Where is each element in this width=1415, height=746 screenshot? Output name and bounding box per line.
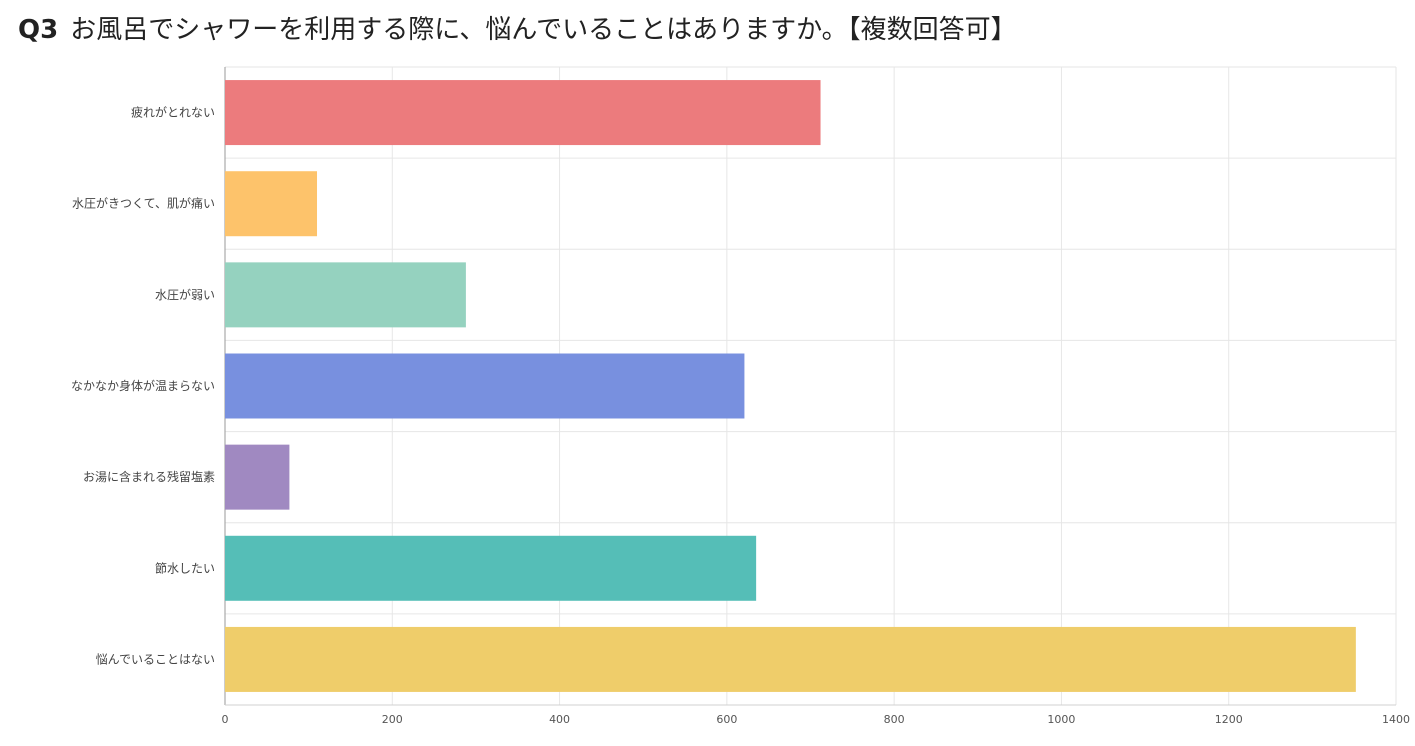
bar-0[interactable] xyxy=(225,80,821,146)
x-tick-label-6: 1200 xyxy=(1215,713,1243,726)
category-label-2: 水圧が弱い xyxy=(155,287,215,302)
bar-3[interactable] xyxy=(225,353,745,419)
x-tick-label-5: 1000 xyxy=(1047,713,1075,726)
x-tick-label-7: 1400 xyxy=(1382,713,1410,726)
category-label-4: お湯に含まれる残留塩素 xyxy=(83,469,215,484)
x-tick-label-3: 600 xyxy=(716,713,737,726)
category-label-0: 疲れがとれない xyxy=(131,105,215,120)
bar-2[interactable] xyxy=(225,262,466,328)
category-label-1: 水圧がきつくて、肌が痛い xyxy=(72,196,215,211)
bar-5[interactable] xyxy=(225,535,757,601)
question-number: Q3 xyxy=(18,15,59,45)
question-text: お風呂でシャワーを利用する際に、悩んでいることはありますか。【複数回答可】 xyxy=(70,15,1017,45)
x-tick-label-0: 0 xyxy=(222,713,229,726)
x-tick-label-1: 200 xyxy=(382,713,403,726)
x-tick-label-4: 800 xyxy=(884,713,905,726)
chart-title: Q3 お風呂でシャワーを利用する際に、悩んでいることはありますか。【複数回答可】 xyxy=(18,10,1017,50)
x-tick-label-2: 400 xyxy=(549,713,570,726)
bar-1[interactable] xyxy=(225,171,318,237)
bar-4[interactable] xyxy=(225,444,290,510)
bar-6[interactable] xyxy=(225,626,1356,692)
category-label-3: なかなか身体が温まらない xyxy=(71,378,215,393)
category-label-6: 悩んでいることはない xyxy=(96,652,215,666)
category-label-5: 節水したい xyxy=(155,560,215,575)
